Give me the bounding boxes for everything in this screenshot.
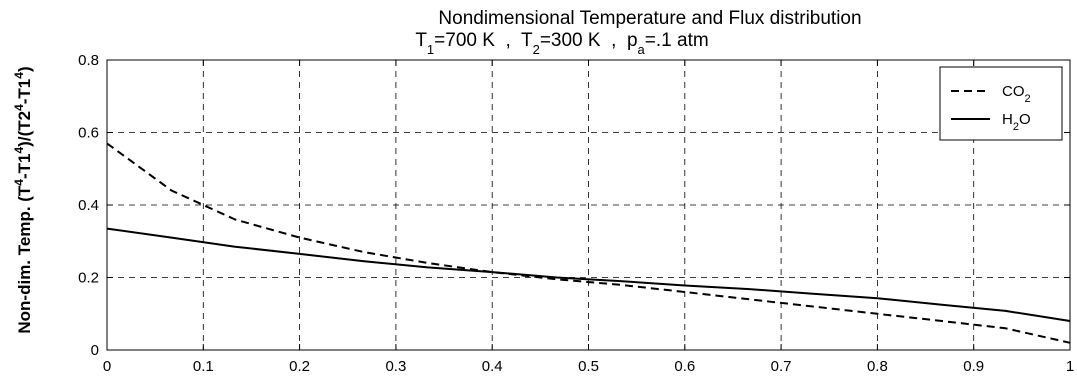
ylabel-part-4: -T1 [15, 79, 34, 105]
subtitle-t1-value: =700 K , [434, 30, 521, 51]
x-tick-label: 0.3 [385, 358, 406, 375]
legend-label-h2o: H2O [1002, 111, 1031, 133]
subtitle-t2: T [521, 30, 533, 51]
subtitle-pa-sub: a [638, 42, 646, 57]
grid-lines [107, 60, 1070, 350]
x-tick-label: 0.6 [674, 358, 695, 375]
ylabel-part-2: -T1 [15, 153, 34, 179]
x-tick-label: 0.1 [193, 358, 214, 375]
y-tick-label: 0 [91, 342, 99, 359]
chart-title: Nondimensional Temperature and Flux dist… [438, 8, 861, 29]
x-tick-label: 0.7 [771, 358, 792, 375]
subtitle-t2-sub: 2 [533, 42, 540, 57]
subtitle-pa-value: =.1 atm [645, 30, 709, 51]
series-lines [106, 142, 1071, 344]
x-tick-label: 0.2 [289, 358, 310, 375]
subtitle-t1-sub: 1 [427, 42, 434, 57]
y-axis-label: Non-dim. Temp. (T4-T14)/(T24-T14) [12, 66, 34, 333]
x-tick-label: 1 [1066, 358, 1074, 375]
chart-subtitle: T1=700 K , T2=300 K , pa=.1 atm [415, 30, 708, 57]
y-tick-label: 0.8 [78, 52, 99, 69]
ylabel-part-5: ) [15, 66, 34, 72]
x-tick-label: 0 [103, 358, 111, 375]
subtitle-pa: p [627, 30, 638, 51]
ylabel-sup-1: 4 [12, 179, 26, 186]
subtitle-t1: T [415, 30, 427, 51]
legend: CO2 H2O [939, 66, 1063, 141]
subtitle-t2-value: =300 K , [540, 30, 627, 51]
ylabel-sup-2: 4 [12, 146, 26, 153]
ylabel-sup-3: 4 [12, 104, 26, 111]
axis-ticks: 0 0.1 0.2 0.3 0.4 0.5 0.6 0.7 0.8 0.9 1 0 0.2 0.4 0.6 0… [78, 52, 1074, 375]
ylabel-part-1: Non-dim. Temp. (T [15, 185, 34, 334]
x-tick-label: 0.9 [963, 358, 984, 375]
ylabel-sup-4: 4 [12, 72, 26, 79]
legend-label-co2: CO2 [1002, 83, 1031, 105]
x-tick-label: 0.8 [867, 358, 888, 375]
x-tick-label: 0.5 [578, 358, 599, 375]
legend-box [939, 66, 1063, 141]
y-tick-label: 0.4 [78, 197, 99, 214]
ylabel-part-3: )/(T2 [15, 111, 34, 147]
series-line-h2o [106, 227, 1071, 322]
series-line-co2 [106, 142, 1071, 344]
y-tick-label: 0.2 [78, 270, 99, 287]
x-tick-label: 0.4 [482, 358, 503, 375]
y-tick-label: 0.6 [78, 125, 99, 142]
